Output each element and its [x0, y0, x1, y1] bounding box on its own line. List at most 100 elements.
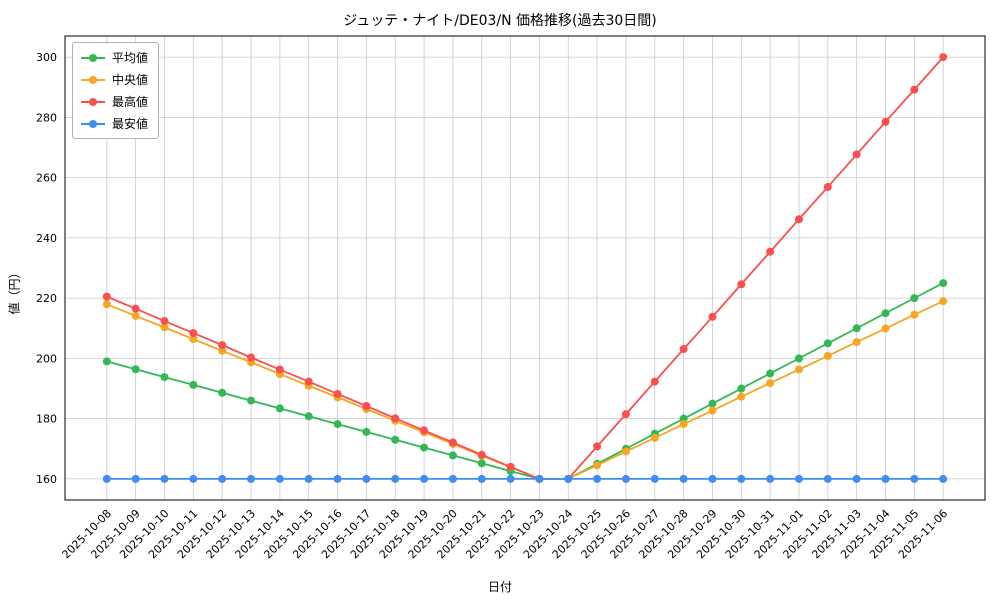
legend-item-1: 中央値	[81, 71, 148, 88]
series-marker-平均値	[160, 373, 169, 382]
series-marker-最高値	[852, 150, 861, 159]
series-line-中央値	[106, 300, 944, 480]
y-tick-label: 260	[36, 172, 57, 185]
series-marker-最高値	[333, 389, 342, 398]
legend-label: 最安値	[112, 117, 149, 131]
series-marker-最高値	[621, 410, 630, 419]
series-marker-最安値	[218, 474, 227, 483]
legend-label: 平均値	[112, 51, 149, 65]
series-marker-中央値	[650, 433, 659, 442]
series-marker-最安値	[564, 474, 573, 483]
series-marker-平均値	[189, 380, 198, 389]
series-marker-中央値	[823, 351, 832, 360]
series-marker-最安値	[275, 474, 284, 483]
series-marker-最高値	[275, 365, 284, 374]
series-marker-最安値	[910, 474, 919, 483]
series-marker-平均値	[448, 451, 457, 460]
series-line-平均値	[106, 282, 944, 480]
series-marker-中央値	[939, 297, 948, 306]
series-marker-最高値	[218, 341, 227, 350]
y-tick-label: 200	[36, 352, 57, 365]
series-marker-中央値	[131, 311, 140, 320]
series-marker-平均値	[794, 354, 803, 363]
legend-item-2: 最高値	[81, 93, 148, 110]
series-marker-最安値	[823, 474, 832, 483]
series-marker-最高値	[679, 345, 688, 354]
x-axis-label: 日付	[487, 580, 512, 594]
series-marker-中央値	[910, 310, 919, 319]
series-line-最高値	[106, 56, 944, 480]
series-marker-最安値	[708, 474, 717, 483]
series-marker-最高値	[304, 377, 313, 386]
series-marker-平均値	[247, 396, 256, 405]
series-marker-最高値	[362, 401, 371, 410]
plot-border	[64, 35, 986, 501]
series-marker-最安値	[189, 474, 198, 483]
legend-swatch-icon	[81, 97, 105, 107]
series-marker-平均値	[939, 279, 948, 288]
series-marker-最安値	[621, 474, 630, 483]
series-marker-中央値	[708, 406, 717, 415]
series-marker-最安値	[679, 474, 688, 483]
series-marker-最安値	[650, 474, 659, 483]
series-marker-最安値	[593, 474, 602, 483]
series-marker-最高値	[766, 247, 775, 256]
series-marker-最高値	[910, 85, 919, 94]
series-marker-中央値	[621, 447, 630, 456]
legend-label: 最高値	[112, 95, 149, 109]
legend-label: 中央値	[112, 73, 149, 87]
series-marker-平均値	[275, 404, 284, 413]
series-marker-最安値	[247, 474, 256, 483]
series-marker-平均値	[823, 339, 832, 348]
series-marker-中央値	[766, 379, 775, 388]
series-marker-最安値	[766, 474, 775, 483]
y-tick-label: 180	[36, 413, 57, 426]
series-marker-最安値	[333, 474, 342, 483]
series-marker-最安値	[448, 474, 457, 483]
series-marker-中央値	[794, 365, 803, 374]
y-tick-label: 240	[36, 232, 57, 245]
series-marker-平均値	[218, 388, 227, 397]
legend-swatch-icon	[81, 119, 105, 129]
series-marker-最高値	[881, 117, 890, 126]
series-marker-中央値	[189, 335, 198, 344]
y-tick-label: 220	[36, 292, 57, 305]
series-marker-平均値	[102, 357, 111, 366]
legend-item-3: 最安値	[81, 115, 148, 132]
series-marker-最安値	[852, 474, 861, 483]
y-tick-label: 280	[36, 111, 57, 124]
series-marker-最安値	[506, 474, 515, 483]
series-marker-平均値	[708, 399, 717, 408]
series-marker-平均値	[420, 443, 429, 452]
series-marker-最安値	[535, 474, 544, 483]
series-marker-最高値	[794, 215, 803, 224]
series-marker-最高値	[737, 280, 746, 289]
series-marker-平均値	[391, 435, 400, 444]
series-marker-最高値	[131, 304, 140, 313]
series-marker-最高値	[708, 312, 717, 321]
series-marker-最高値	[247, 353, 256, 362]
series-marker-最安値	[131, 474, 140, 483]
series-marker-最安値	[362, 474, 371, 483]
legend-item-0: 平均値	[81, 49, 148, 66]
series-marker-最高値	[102, 292, 111, 301]
series-marker-平均値	[362, 427, 371, 436]
series-marker-平均値	[881, 309, 890, 318]
series-marker-平均値	[852, 324, 861, 333]
series-marker-平均値	[766, 369, 775, 378]
series-marker-中央値	[852, 338, 861, 347]
series-marker-最高値	[823, 182, 832, 191]
series-marker-中央値	[737, 392, 746, 401]
series-marker-最安値	[794, 474, 803, 483]
y-tick-label: 160	[36, 473, 57, 486]
series-marker-最高値	[650, 377, 659, 386]
series-marker-最高値	[160, 317, 169, 326]
series-marker-最高値	[420, 426, 429, 435]
series-marker-最安値	[881, 474, 890, 483]
legend-swatch-icon	[81, 53, 105, 63]
series-marker-最安値	[160, 474, 169, 483]
series-marker-最高値	[391, 414, 400, 423]
legend-swatch-icon	[81, 75, 105, 85]
series-marker-最安値	[939, 474, 948, 483]
